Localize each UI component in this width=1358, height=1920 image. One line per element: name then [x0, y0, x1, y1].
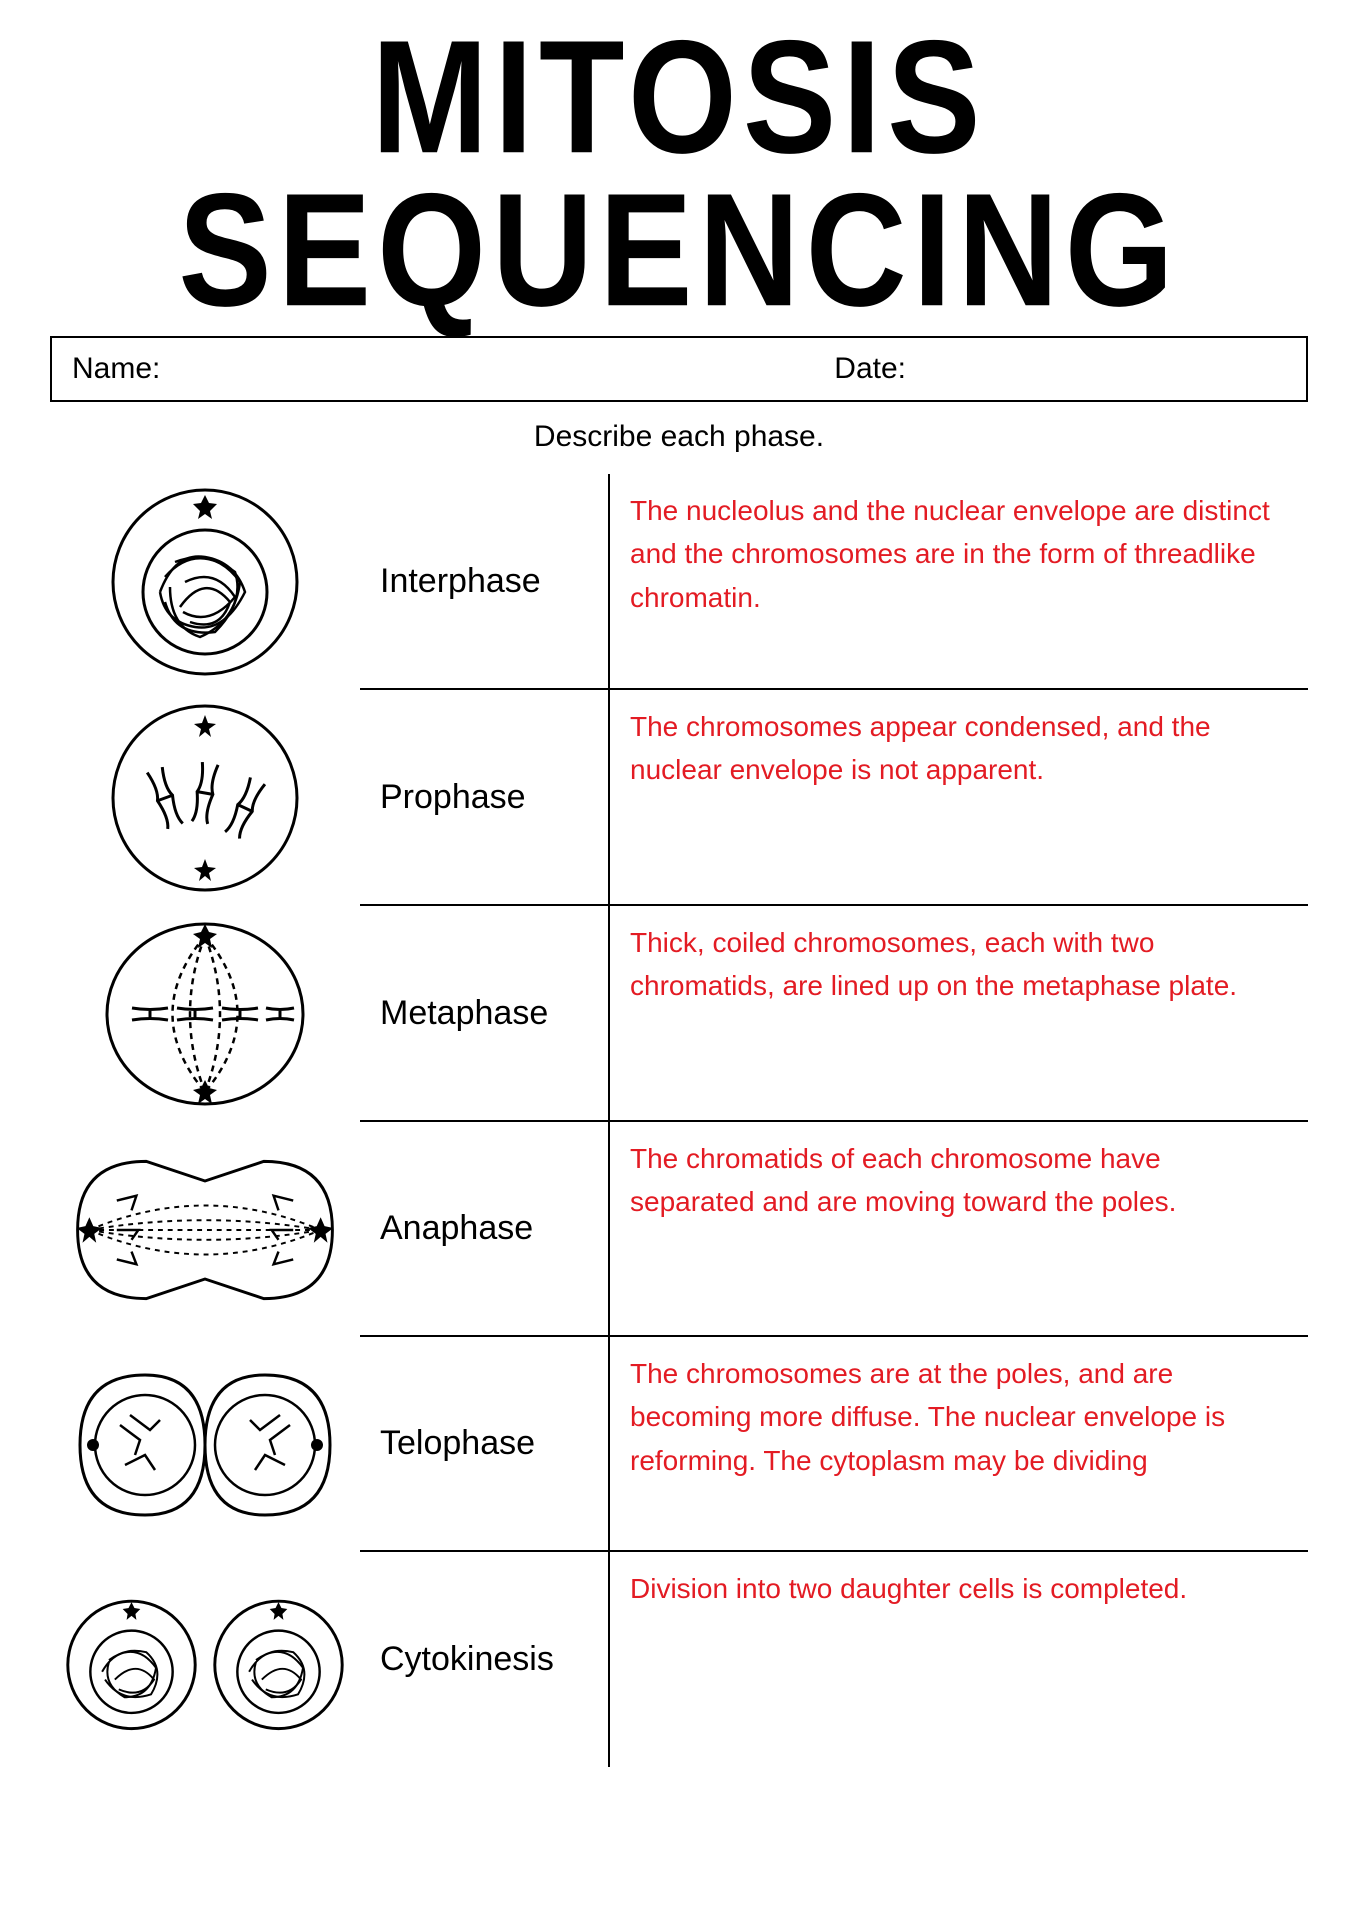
phase-name: Interphase — [360, 474, 610, 690]
phase-description: Division into two daughter cells is comp… — [610, 1552, 1308, 1767]
phase-row: Telophase The chromosomes are at the pol… — [50, 1337, 1308, 1552]
phase-name: Cytokinesis — [360, 1552, 610, 1767]
interphase-diagram — [50, 474, 360, 690]
date-label: Date: — [834, 352, 906, 386]
phase-name: Prophase — [360, 690, 610, 906]
phase-description: Thick, coiled chromosomes, each with two… — [610, 906, 1308, 1122]
phase-row: Interphase The nucleolus and the nuclear… — [50, 474, 1308, 690]
phase-row: Anaphase The chromatids of each chromoso… — [50, 1122, 1308, 1337]
anaphase-diagram — [50, 1122, 360, 1337]
metaphase-diagram — [50, 906, 360, 1122]
phase-row: Prophase The chromosomes appear condense… — [50, 690, 1308, 906]
phase-name: Telophase — [360, 1337, 610, 1552]
cytokinesis-diagram — [50, 1552, 360, 1767]
prophase-diagram — [50, 690, 360, 906]
phases-table: Interphase The nucleolus and the nuclear… — [50, 474, 1308, 1767]
name-label: Name: — [72, 352, 160, 386]
instruction-text: Describe each phase. — [50, 420, 1308, 454]
phase-description: The nucleolus and the nuclear envelope a… — [610, 474, 1308, 690]
page-title: MITOSIS SEQUENCING — [50, 20, 1308, 326]
phase-description: The chromosomes are at the poles, and ar… — [610, 1337, 1308, 1552]
header-box: Name: Date: — [50, 336, 1308, 402]
phase-row: Metaphase Thick, coiled chromosomes, eac… — [50, 906, 1308, 1122]
phase-name: Metaphase — [360, 906, 610, 1122]
telophase-diagram — [50, 1337, 360, 1552]
phase-description: The chromosomes appear condensed, and th… — [610, 690, 1308, 906]
phase-row: Cytokinesis Division into two daughter c… — [50, 1552, 1308, 1767]
title-line-2: SEQUENCING — [50, 173, 1308, 326]
phase-description: The chromatids of each chromosome have s… — [610, 1122, 1308, 1337]
title-line-1: MITOSIS — [50, 20, 1308, 173]
phase-name: Anaphase — [360, 1122, 610, 1337]
